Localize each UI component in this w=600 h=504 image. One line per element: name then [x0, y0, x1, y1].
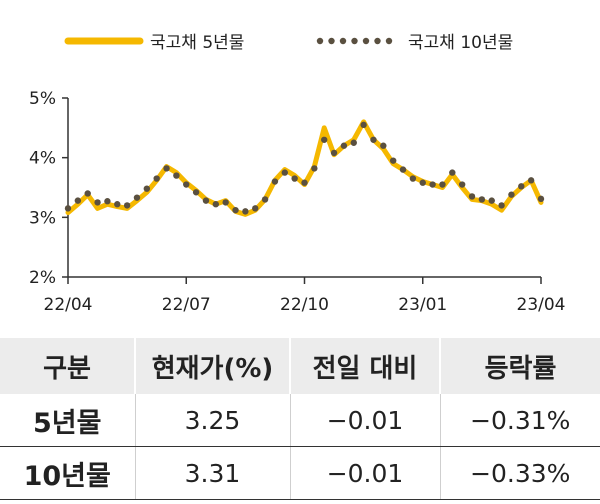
point-10y [261, 196, 269, 203]
chart-axes [67, 98, 541, 278]
point-10y [94, 199, 101, 206]
legend-swatch-10y [316, 37, 393, 45]
point-10y [133, 194, 141, 201]
point-10y [468, 193, 476, 200]
point-10y [271, 178, 279, 185]
x-tick-label: 23/04 [517, 295, 566, 315]
point-10y [429, 181, 436, 188]
point-10y [173, 172, 180, 179]
y-tick-label: 3% [29, 208, 56, 228]
y-tick-label: 4% [29, 149, 56, 169]
x-tick-label: 23/01 [398, 295, 447, 315]
point-10y [123, 202, 131, 209]
point-10y [370, 136, 377, 143]
table-row: 5년물 3.25 −0.01 −0.31% [0, 394, 600, 447]
series-line-5y [65, 119, 544, 217]
legend-dot [328, 37, 335, 45]
point-10y [232, 206, 239, 214]
legend-dot [385, 37, 393, 45]
series-group [64, 119, 545, 217]
point-10y [380, 142, 387, 149]
point-10y [409, 175, 417, 182]
point-10y [291, 175, 298, 182]
point-10y [64, 205, 72, 212]
y-tick-label: 2% [29, 268, 56, 288]
point-10y [330, 149, 338, 157]
point-10y [242, 208, 249, 215]
point-10y [143, 185, 151, 192]
point-10y [301, 179, 308, 186]
point-10y [183, 181, 190, 188]
header-current-price: 현재가(%) [134, 338, 290, 394]
point-10y [488, 197, 495, 204]
legend-dot [374, 37, 381, 45]
x-tick-label: 22/10 [280, 295, 329, 315]
point-10y [478, 196, 486, 203]
point-10y [222, 199, 229, 206]
point-10y [202, 197, 210, 204]
point-10y [498, 202, 505, 209]
cell-current-5y: 3.25 [134, 394, 290, 447]
cell-rate-10y: −0.33% [439, 446, 600, 500]
point-10y [192, 189, 200, 196]
y-tick-group: 2% 3% 4% 5% [29, 89, 68, 288]
row-label-10y: 10년물 [0, 446, 135, 500]
point-10y [252, 205, 259, 212]
x-tick-label: 22/07 [162, 295, 211, 315]
point-10y [399, 166, 407, 173]
header-change-rate: 등락률 [439, 338, 600, 394]
cell-rate-5y: −0.31% [439, 394, 600, 447]
legend-label-5y: 국고채 5년물 [150, 33, 244, 53]
point-10y [153, 175, 160, 182]
legend-label-10y: 국고채 10년물 [408, 33, 513, 53]
table-row: 10년물 3.31 −0.01 −0.33% [0, 446, 600, 500]
point-10y [449, 169, 456, 176]
header-category: 구분 [0, 338, 135, 394]
legend-dot [362, 37, 370, 45]
point-10y [104, 198, 111, 205]
y-tick-label: 5% [29, 89, 56, 109]
point-10y [527, 177, 535, 184]
point-10y [84, 190, 91, 197]
x-tick-group: 22/04 22/07 22/10 23/01 23/04 [44, 277, 566, 315]
yield-line-chart: 국고채 5년물 국고채 10년물 2% 3% 4% 5% 22/04 22/07 22/1… [29, 33, 566, 315]
point-10y [508, 191, 515, 198]
point-10y [389, 157, 397, 164]
legend-dot [339, 37, 347, 45]
point-10y [212, 201, 220, 208]
point-10y [537, 195, 545, 203]
point-10y [350, 139, 357, 146]
chart-legend: 국고채 5년물 국고채 10년물 [64, 33, 513, 53]
point-10y [281, 169, 288, 176]
point-10y [321, 136, 328, 143]
cell-current-10y: 3.31 [134, 446, 290, 500]
point-10y [311, 165, 318, 172]
cell-change-5y: −0.01 [289, 394, 440, 447]
point-10y [114, 201, 121, 208]
point-10y [439, 181, 446, 188]
legend-dot [316, 37, 324, 45]
point-10y [163, 165, 170, 172]
yield-summary-table: 구분 현재가(%) 전일 대비 등락률 5년물 3.25 −0.01 −0.31… [0, 338, 600, 500]
row-label-5y: 5년물 [0, 394, 135, 447]
point-10y [458, 181, 466, 188]
point-10y [518, 183, 525, 190]
point-10y [340, 142, 348, 149]
x-tick-label: 22/04 [44, 295, 93, 315]
point-10y [419, 179, 426, 186]
point-10y [360, 121, 367, 129]
header-daily-change: 전일 대비 [289, 338, 440, 394]
legend-dot [351, 37, 358, 45]
table-header-row: 구분 현재가(%) 전일 대비 등락률 [0, 338, 600, 394]
cell-change-10y: −0.01 [289, 446, 440, 500]
point-10y [74, 197, 82, 204]
